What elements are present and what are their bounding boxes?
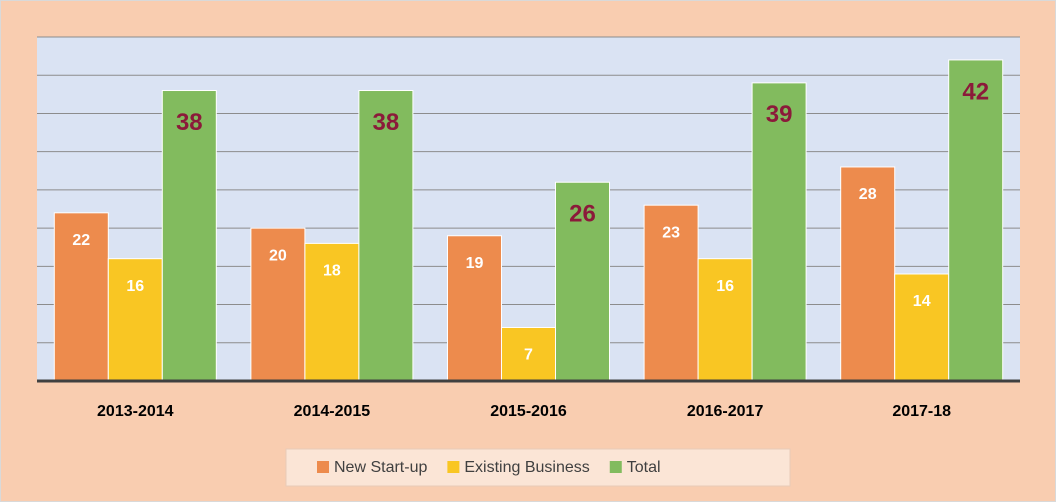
bar (751, 82, 807, 382)
data-label: 38 (176, 109, 203, 136)
data-label: 18 (323, 263, 341, 280)
data-label: 28 (859, 186, 877, 203)
legend-label: Existing Business (464, 459, 589, 476)
bar (53, 212, 109, 382)
legend-label: New Start-up (334, 459, 427, 476)
bar (304, 242, 360, 382)
data-label: 19 (466, 255, 484, 272)
x-tick-label: 2013-2014 (97, 403, 174, 420)
data-label: 42 (962, 78, 989, 105)
bar (358, 90, 414, 382)
data-label: 7 (524, 347, 533, 364)
bar (555, 181, 610, 382)
bar (948, 59, 1004, 382)
x-tick-label: 2015-2016 (490, 403, 567, 420)
legend-swatch (609, 461, 622, 473)
data-label: 22 (72, 232, 90, 249)
data-label: 23 (662, 224, 680, 241)
legend-box (285, 448, 791, 487)
data-label: 16 (716, 278, 734, 295)
legend-swatch (317, 461, 329, 473)
data-label: 20 (269, 247, 287, 264)
bar (161, 90, 217, 382)
x-tick-label: 2017-18 (892, 403, 951, 420)
bar (894, 273, 950, 382)
legend-swatch (447, 461, 460, 473)
bar (447, 235, 502, 382)
data-label: 38 (373, 109, 400, 136)
data-label: 39 (766, 101, 793, 128)
bar (697, 258, 753, 382)
x-tick-label: 2014-2015 (294, 403, 371, 420)
legend-label: Total (627, 459, 661, 476)
bar (840, 166, 896, 382)
data-label: 14 (913, 293, 931, 310)
x-tick-label: 2016-2017 (687, 403, 764, 420)
data-label: 26 (569, 201, 596, 228)
data-label: 16 (126, 278, 144, 295)
